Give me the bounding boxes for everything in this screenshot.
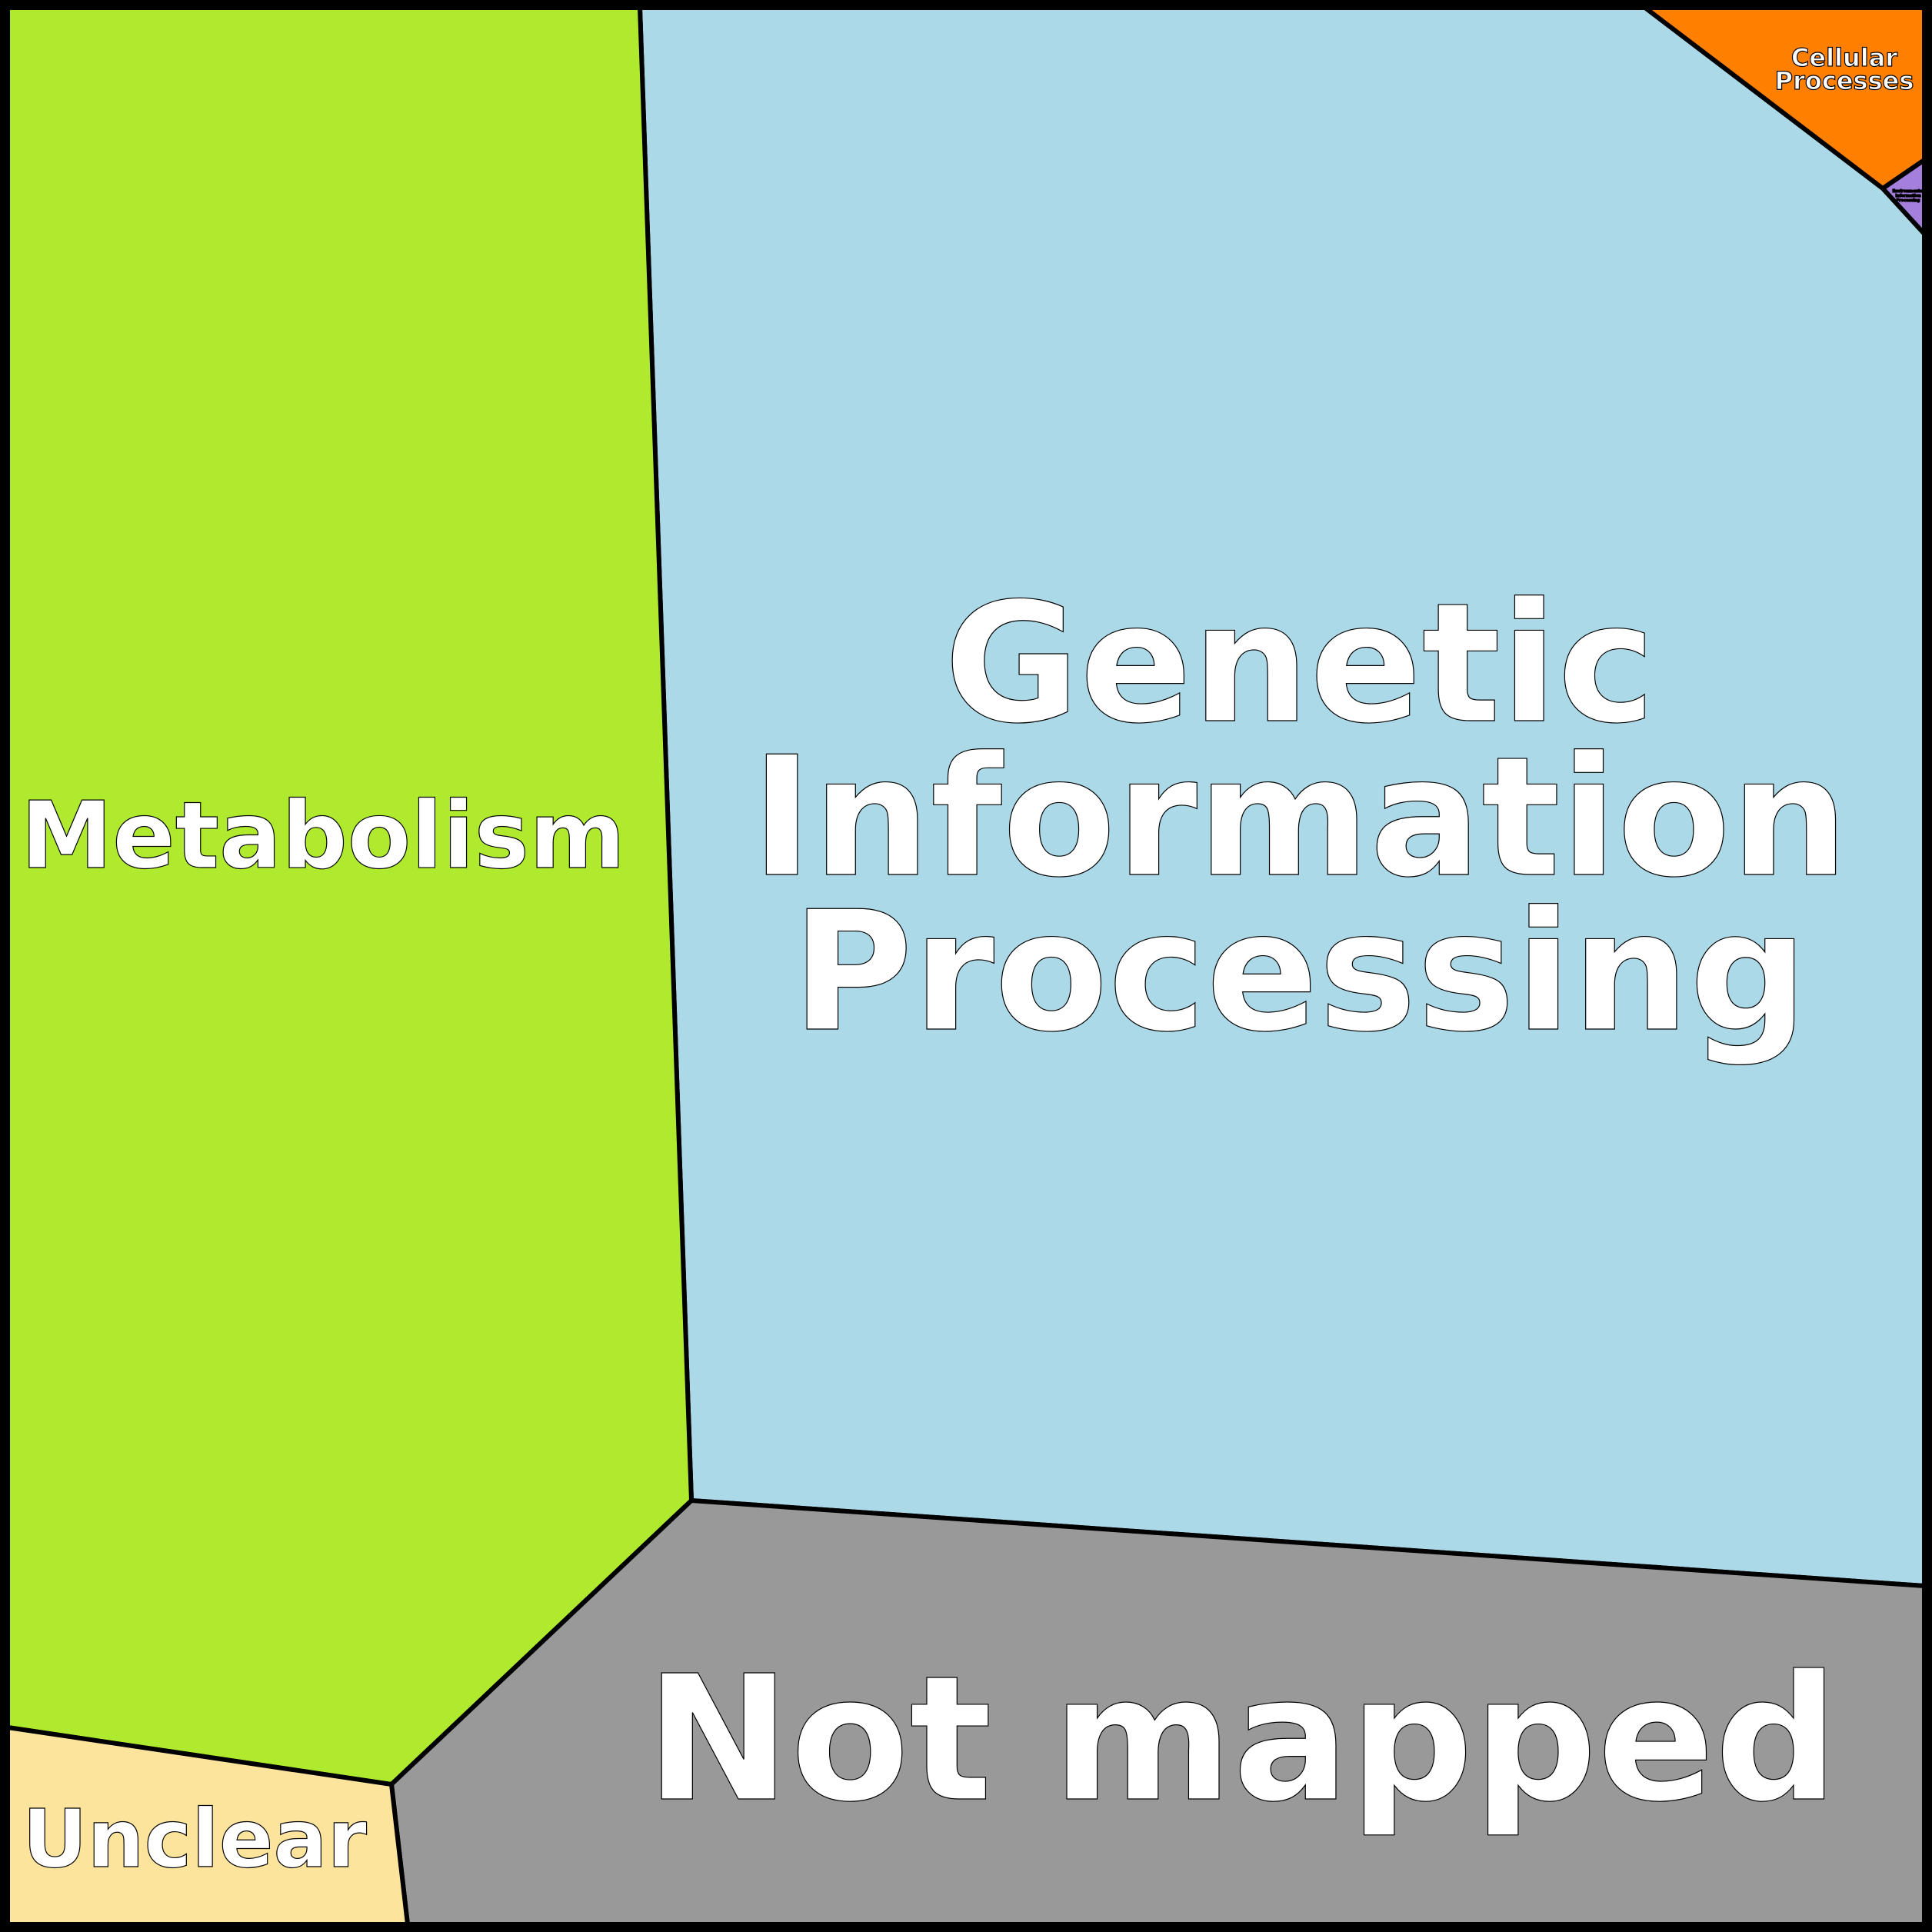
label-environmental-line2: Information [1895,194,1921,198]
label-metabolism: Metabolism [21,783,625,890]
label-genetic-line1: Genetic [944,567,1655,760]
label-not-mapped: Not mapped [646,1639,1839,1840]
label-environmental-line1: Environmental [1892,189,1924,194]
label-genetic-line2: Information [751,721,1849,914]
cell-metabolism [5,5,694,1787]
label-environmental-line3: Processing [1897,198,1920,203]
label-cellular-line1: Cellular [1791,43,1897,72]
label-unclear: Unclear [22,1792,367,1886]
label-cellular-line2: Processes [1775,66,1914,95]
label-genetic-line3: Processing [791,875,1807,1068]
